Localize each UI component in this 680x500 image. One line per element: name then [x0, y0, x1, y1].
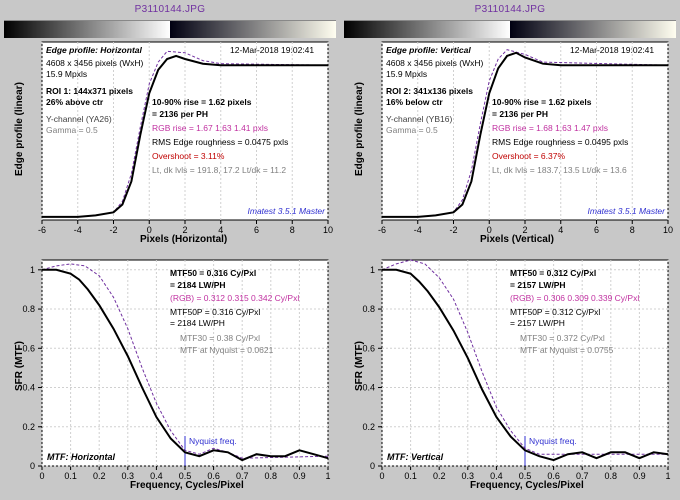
svg-text:-2: -2 [449, 225, 457, 235]
mtf-corner: MTF: Vertical [387, 452, 443, 462]
edge-panel-left: -6-4-20246810Edge profile (linear)Pixels… [4, 20, 336, 246]
svg-text:0: 0 [39, 471, 44, 481]
svg-text:10: 10 [323, 225, 333, 235]
svg-text:-6: -6 [378, 225, 386, 235]
xlabel-edge: Pixels (Horizontal) [140, 234, 227, 245]
svg-text:1: 1 [665, 471, 670, 481]
svg-text:1: 1 [30, 265, 35, 275]
svg-text:8: 8 [630, 225, 635, 235]
svg-text:0.2: 0.2 [22, 422, 35, 432]
svg-text:0: 0 [379, 471, 384, 481]
svg-text:0.8: 0.8 [362, 304, 375, 314]
svg-text:1: 1 [325, 471, 330, 481]
xlabel-mtf: Frequency, Cycles/Pixel [470, 480, 584, 491]
brand: Imatest 3.5.1 Master [248, 206, 325, 216]
svg-text:0: 0 [370, 461, 375, 471]
svg-text:6: 6 [594, 225, 599, 235]
ylabel-edge: Edge profile (linear) [14, 82, 25, 176]
svg-text:0.8: 0.8 [265, 471, 278, 481]
svg-text:0.1: 0.1 [404, 471, 417, 481]
svg-text:0.9: 0.9 [633, 471, 646, 481]
xlabel-mtf: Frequency, Cycles/Pixel [130, 480, 244, 491]
svg-text:0: 0 [30, 461, 35, 471]
svg-text:4: 4 [558, 225, 563, 235]
svg-text:10: 10 [663, 225, 673, 235]
brand: Imatest 3.5.1 Master [588, 206, 665, 216]
svg-text:0.2: 0.2 [362, 422, 375, 432]
svg-text:8: 8 [290, 225, 295, 235]
svg-text:0.8: 0.8 [22, 304, 35, 314]
svg-text:0.2: 0.2 [93, 471, 106, 481]
svg-text:0.8: 0.8 [605, 471, 618, 481]
svg-text:1: 1 [370, 265, 375, 275]
svg-text:0.2: 0.2 [433, 471, 446, 481]
svg-text:6: 6 [254, 225, 259, 235]
svg-text:-4: -4 [414, 225, 422, 235]
ylabel-edge: Edge profile (linear) [354, 82, 365, 176]
svg-text:0.1: 0.1 [64, 471, 77, 481]
mtf-panel-right: 00.10.20.30.40.50.60.70.80.9100.20.40.60… [344, 246, 676, 494]
xlabel-edge: Pixels (Vertical) [480, 234, 554, 245]
ylabel-mtf: SFR (MTF) [14, 341, 25, 391]
filename-right: P3110144.JPG [344, 4, 676, 20]
filename-left: P3110144.JPG [4, 4, 336, 20]
svg-text:-4: -4 [74, 225, 82, 235]
svg-text:-6: -6 [38, 225, 46, 235]
svg-text:-2: -2 [109, 225, 117, 235]
mtf-panel-left: 00.10.20.30.40.50.60.70.80.9100.20.40.60… [4, 246, 336, 494]
svg-text:0.9: 0.9 [293, 471, 306, 481]
mtf-corner: MTF: Horizontal [47, 452, 115, 462]
ylabel-mtf: SFR (MTF) [354, 341, 365, 391]
edge-panel-right: -6-4-20246810Edge profile (linear)Pixels… [344, 20, 676, 246]
